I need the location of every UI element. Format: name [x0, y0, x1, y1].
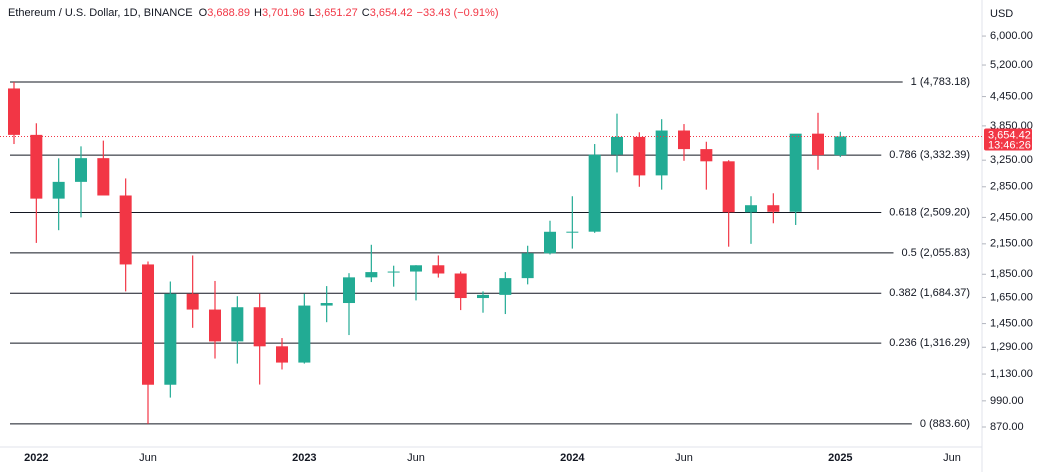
y-tick-label: 3,250.00 — [990, 154, 1033, 166]
x-tick-label: Jun — [943, 452, 961, 464]
ohlc-key: O — [199, 7, 208, 19]
candle-body — [521, 253, 534, 279]
candle-body — [432, 265, 445, 274]
candle-body — [789, 133, 802, 212]
candle-body — [678, 130, 690, 150]
x-tick-label: Jun — [407, 452, 425, 464]
candle-body — [52, 181, 65, 199]
candle-body — [410, 265, 422, 272]
candle-body — [611, 136, 623, 155]
x-tick-label: 2024 — [560, 452, 585, 464]
fib-label: 1 (4,783.18) — [911, 76, 970, 88]
x-tick-label: Jun — [139, 452, 157, 464]
ohlc-value: 3,654.42 — [370, 7, 413, 19]
y-tick-label: 870.00 — [990, 421, 1024, 433]
x-tick-label: Jun — [675, 452, 693, 464]
y-tick-label: 4,450.00 — [990, 90, 1033, 102]
y-tick-label: 1,850.00 — [990, 268, 1033, 280]
ohlc-value: 3,701.96 — [262, 7, 305, 19]
y-tick-label: 2,850.00 — [990, 181, 1033, 193]
symbol: Ethereum / U.S. Dollar, 1D, BINANCE — [8, 7, 193, 19]
y-tick-label: 1,450.00 — [990, 317, 1033, 329]
candle-body — [343, 277, 355, 304]
candle-body — [499, 278, 512, 295]
ohlc-value: 3,651.27 — [315, 7, 358, 19]
candle-body — [812, 133, 824, 156]
header: Ethereum / U.S. Dollar, 1D, BINANCE O3,68… — [8, 7, 498, 19]
y-tick-label: 990.00 — [990, 395, 1024, 407]
candle-body — [700, 149, 713, 162]
candle-body — [97, 158, 110, 196]
candle-body — [588, 154, 601, 232]
candle-body — [164, 293, 177, 385]
y-tick-label: 5,200.00 — [990, 59, 1033, 71]
candle-body — [834, 136, 847, 156]
candle-body — [655, 130, 668, 176]
candle-body — [75, 158, 87, 182]
candle-body — [119, 195, 132, 265]
ohlc-key: C — [362, 7, 370, 19]
fib-label: 0.5 (2,055.83) — [902, 247, 971, 259]
candle-body — [298, 305, 311, 363]
candle-body — [633, 136, 646, 176]
candle-body — [566, 231, 579, 233]
change: −33.43 (−0.91%) — [417, 7, 499, 19]
x-tick-label: 2023 — [292, 452, 316, 464]
candle-body — [186, 293, 199, 310]
countdown: 13:46:26 — [988, 139, 1031, 151]
candle-body — [365, 272, 378, 278]
fib-label: 0.618 (2,509.20) — [889, 206, 970, 218]
fib-label: 0.382 (1,684.37) — [889, 287, 970, 299]
ohlc-key: L — [309, 7, 315, 19]
candle-body — [477, 294, 489, 299]
last-price-label: 3,654.42 — [988, 129, 1031, 141]
candle-body — [8, 88, 20, 135]
candle-body — [544, 231, 556, 254]
y-tick-label: 1,290.00 — [990, 341, 1033, 353]
candle-body — [320, 303, 333, 306]
ohlc-value: 3,688.89 — [207, 7, 250, 19]
fib-label: 0.236 (1,316.29) — [889, 337, 970, 349]
candle-body — [454, 273, 467, 299]
candle-body — [767, 205, 780, 212]
y-tick-label: 1,650.00 — [990, 291, 1033, 303]
x-tick-label: 2022 — [24, 452, 48, 464]
candle-body — [745, 205, 757, 213]
candle-body — [276, 346, 288, 363]
y-tick-label: 6,000.00 — [990, 30, 1033, 42]
candle-body — [142, 264, 154, 385]
fib-label: 0 (883.60) — [920, 418, 970, 430]
ohlc-key: H — [254, 7, 262, 19]
candle-body — [209, 309, 221, 342]
candle-body — [253, 307, 266, 347]
last-price-tag — [984, 128, 1032, 151]
candle-body — [30, 134, 43, 199]
fib-label: 0.786 (3,332.39) — [889, 149, 970, 161]
y-tick-label: 2,150.00 — [990, 238, 1033, 250]
y-tick-label: 2,450.00 — [990, 211, 1033, 223]
y-tick-label: 1,130.00 — [990, 368, 1033, 380]
currency: USD — [990, 8, 1013, 20]
x-tick-label: 2025 — [828, 452, 852, 464]
candle-body — [387, 271, 400, 273]
candle-body — [722, 161, 735, 213]
candle-body — [231, 307, 244, 342]
